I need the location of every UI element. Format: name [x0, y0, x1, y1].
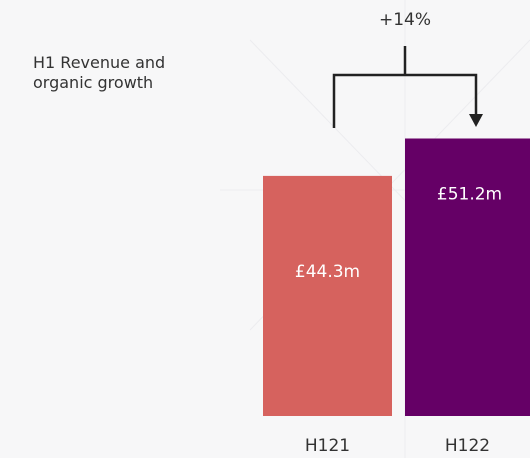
x-tick-label: H121 [305, 436, 350, 456]
growth-bracket [332, 46, 478, 128]
growth-annotation: +14% [379, 10, 431, 30]
chart-title: H1 Revenue and organic growth [33, 53, 166, 92]
value-label: £44.3m [295, 262, 360, 282]
arrow-head [469, 114, 483, 127]
bar [405, 138, 530, 416]
x-tick-label: H122 [445, 436, 490, 456]
value-label: £51.2m [437, 184, 502, 204]
bar [263, 175, 392, 416]
